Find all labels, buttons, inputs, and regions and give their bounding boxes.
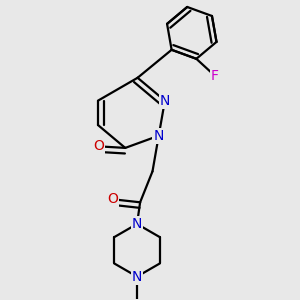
Text: N: N xyxy=(160,94,170,108)
Text: F: F xyxy=(211,69,219,83)
Text: N: N xyxy=(132,217,142,231)
Text: N: N xyxy=(154,129,164,143)
Text: O: O xyxy=(94,140,104,153)
Text: N: N xyxy=(132,270,142,283)
Text: O: O xyxy=(107,192,118,206)
